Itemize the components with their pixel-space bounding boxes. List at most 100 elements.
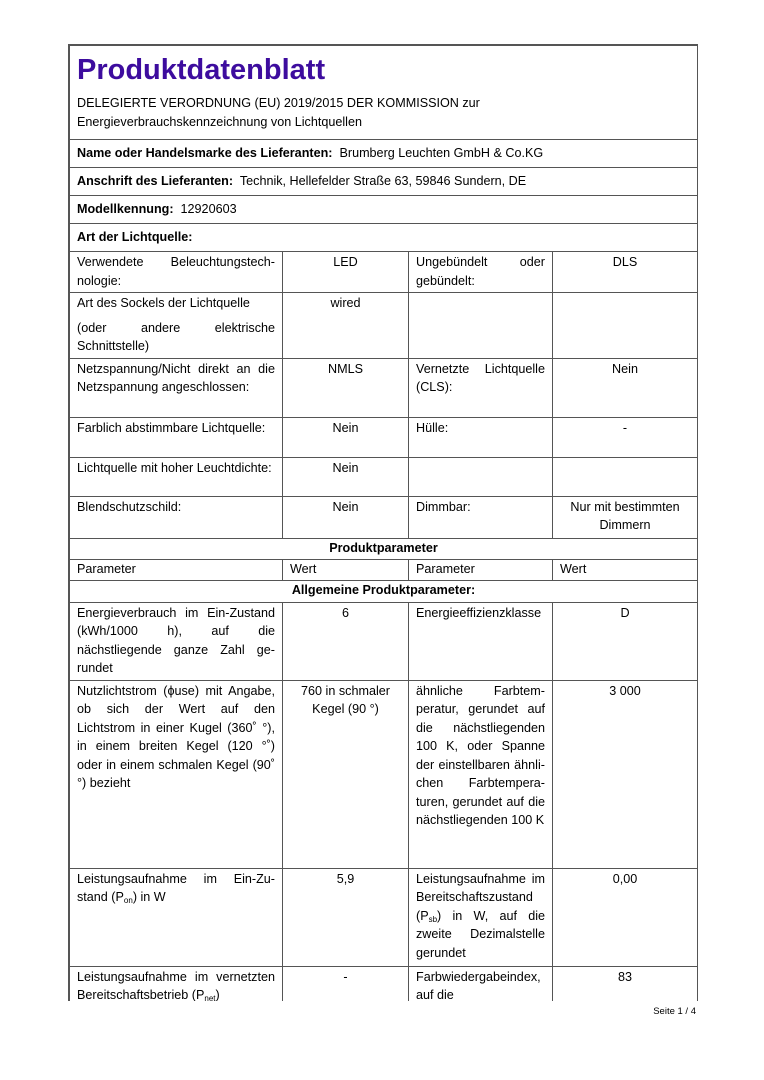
column-header: Parameter — [408, 558, 553, 581]
table-row: Nutzlichtstrom (ϕuse) mit An­gabe, ob si… — [69, 679, 697, 869]
supplier-address-label: Anschrift des Lieferanten: — [77, 174, 234, 188]
page-number: Seite 1 / 4 — [653, 1006, 696, 1017]
value-cell: 5,9 — [282, 867, 409, 967]
regulation-text: DELEGIERTE VERORDNUNG (EU) 2019/2015 DER… — [77, 94, 690, 131]
table-row: Art des Sockels der Lichtquelle (oder and… — [69, 292, 697, 359]
table-row: Energieverbrauch im Ein-Zu­stand (kWh/10… — [69, 601, 697, 681]
parameter-cell: Ungebündelt oder gebündelt: — [408, 251, 553, 293]
value-cell-text: - — [343, 969, 348, 984]
column-header-text: Parameter — [416, 561, 475, 576]
table-row: Leistungsaufnahme im vernetz­ten Bereits… — [69, 965, 697, 1002]
column-header: Wert — [282, 558, 409, 581]
value-cell-text: 0,00 — [612, 871, 638, 886]
subscript: sb — [428, 914, 438, 924]
value-cell-text: Nein — [332, 420, 359, 435]
general-parameters-label: Allgemeine Produktparameter: — [291, 582, 476, 597]
parameter-cell: Leistungsaufnahme im Bereitschaftszu­sta… — [408, 867, 553, 967]
regulation-line-2: Energieverbrauchskennzeichnung von Licht… — [77, 114, 362, 129]
parameter-cell-text: Blendschutzschild: — [77, 499, 182, 514]
table-row: Netzspannung/Nicht direkt an die Netzspa… — [69, 357, 697, 418]
param-text-end: ) — [215, 988, 220, 1001]
value-cell-text: Nein — [612, 361, 638, 376]
value-cell: - — [282, 965, 409, 1001]
column-header-row: Parameter Wert Parameter Wert — [69, 558, 697, 581]
header-cell: Produktdatenblatt DELEGIERTE VERORDNUNG … — [69, 45, 697, 140]
value-cell: DLS — [552, 251, 697, 293]
column-header: Wert — [552, 558, 697, 581]
value-cell-text: NMLS — [328, 361, 363, 376]
general-parameters-heading: Allgemeine Produktparameter: — [69, 579, 697, 603]
value-cell-text: Nein — [332, 460, 359, 475]
value-cell-text: wired — [330, 296, 361, 310]
parameter-cell-text: Hülle: — [416, 420, 449, 435]
value-cell: NMLS — [282, 357, 409, 418]
column-header-text: Parameter — [77, 561, 136, 576]
value-cell-text: D — [620, 605, 630, 620]
value-cell-text: Nein — [332, 499, 359, 514]
column-header-text: Wert — [560, 561, 587, 576]
value-cell: 0,00 — [552, 867, 697, 967]
value-cell: Nur mit bestimm­ten Dimmern — [552, 495, 697, 539]
value-cell-text: LED — [333, 255, 358, 269]
param-text-continued: (oder andere elektrische Schnittstelle) — [77, 320, 275, 354]
value-cell-text: 5,9 — [336, 871, 355, 886]
parameter-cell-text: Vernetzte Lichtquel­le (CLS): — [416, 361, 545, 395]
parameter-cell-text: ähnliche Farbtem­peratur, gerundet auf d… — [416, 683, 545, 828]
parameter-cell-text: Leistungsaufnahme im Bereitschaftszu­sta… — [416, 871, 545, 923]
model-label: Modellkennung: — [77, 202, 174, 216]
value-cell: Nein — [282, 456, 409, 497]
value-cell — [552, 456, 697, 497]
value-cell: LED — [282, 251, 409, 293]
parameter-cell: Farbwiedergabein­dex, auf die — [408, 965, 553, 1002]
parameter-cell: Verwendete Beleuchtungstech­nologie: — [69, 251, 283, 293]
parameter-cell — [408, 292, 553, 359]
model-value: 12920603 — [180, 202, 237, 216]
parameter-cell-text: Dimmbar: — [416, 499, 471, 514]
table-row: Verwendete Beleuchtungstech­nologie: LED U… — [69, 251, 697, 293]
value-cell: 6 — [282, 601, 409, 681]
parameter-cell: Netzspannung/Nicht direkt an die Netzspa… — [69, 357, 283, 418]
table-row: Lichtquelle mit hoher Leucht­dichte: Nein — [69, 456, 697, 497]
light-source-type-label: Art der Lichtquelle: — [77, 230, 193, 244]
value-cell: - — [552, 416, 697, 458]
table-row: Blendschutzschild: Nein Dimmbar: Nur mit be… — [69, 495, 697, 539]
regulation-line-1: DELEGIERTE VERORDNUNG (EU) 2019/2015 DER… — [77, 96, 480, 110]
product-parameters-label: Produktparameter — [329, 540, 438, 555]
value-cell-text: 760 in schma­ler Kegel (90 °) — [301, 683, 390, 717]
value-cell: Nein — [552, 357, 697, 418]
parameter-cell-text: Leistungsaufnahme im vernetz­ten Bereits… — [77, 969, 275, 1002]
param-text-end: ) in W, auf die zweite Dezimal­stelle ge… — [416, 908, 545, 960]
value-cell: Nein — [282, 495, 409, 539]
parameter-cell-text: Farbwiedergabein­dex, auf die — [416, 969, 541, 1002]
parameter-cell: Leistungsaufnahme im vernetz­ten Bereits… — [69, 965, 283, 1002]
parameter-cell: Vernetzte Lichtquel­le (CLS): — [408, 357, 553, 418]
value-cell-text: 83 — [617, 969, 632, 984]
parameter-cell-text: Nutzlichtstrom (ϕuse) mit An­gabe, ob si… — [77, 683, 275, 791]
supplier-name-label: Name oder Handelsmarke des Lieferanten: — [77, 146, 333, 160]
value-cell-text: 3 000 — [609, 683, 641, 698]
page-title: Produktdatenblatt — [77, 54, 326, 86]
parameter-cell-text: Verwendete Beleuchtungstech­nologie: — [77, 255, 275, 288]
parameter-cell: ähnliche Farbtem­peratur, gerundet auf d… — [408, 679, 553, 869]
parameter-cell: Energieverbrauch im Ein-Zu­stand (kWh/10… — [69, 601, 283, 681]
value-cell: wired — [282, 292, 409, 359]
parameter-cell: Art des Sockels der Lichtquelle (oder and… — [69, 292, 283, 359]
parameter-cell: Blendschutzschild: — [69, 495, 283, 539]
parameter-cell: Nutzlichtstrom (ϕuse) mit An­gabe, ob si… — [69, 679, 283, 869]
value-cell: Nein — [282, 416, 409, 458]
table-row: Leistungsaufnahme im Ein-Zu­stand (Pon) … — [69, 867, 697, 967]
supplier-name-value: Brumberg Leuchten GmbH & Co.KG — [339, 146, 544, 160]
table-row: Farblich abstimmbare Licht­quelle: Nein Hü… — [69, 416, 697, 458]
parameter-cell: Hülle: — [408, 416, 553, 458]
column-header-text: Wert — [290, 561, 317, 576]
column-header: Parameter — [69, 558, 283, 581]
subscript: net — [204, 994, 216, 1002]
parameter-cell: Farblich abstimmbare Licht­quelle: — [69, 416, 283, 458]
value-cell: 83 — [552, 965, 697, 1001]
parameter-cell-text: Ungebündelt oder gebündelt: — [416, 255, 545, 288]
supplier-address-value: Technik, Hellefelder Straße 63, 59846 Su… — [239, 174, 527, 188]
param-text-end: ) in W — [132, 890, 166, 904]
product-data-sheet: Produktdatenblatt DELEGIERTE VERORDNUNG … — [68, 44, 698, 1001]
product-parameters-heading: Produktparameter — [69, 537, 697, 560]
parameter-cell-text: Farblich abstimmbare Licht­quelle: — [77, 420, 266, 435]
